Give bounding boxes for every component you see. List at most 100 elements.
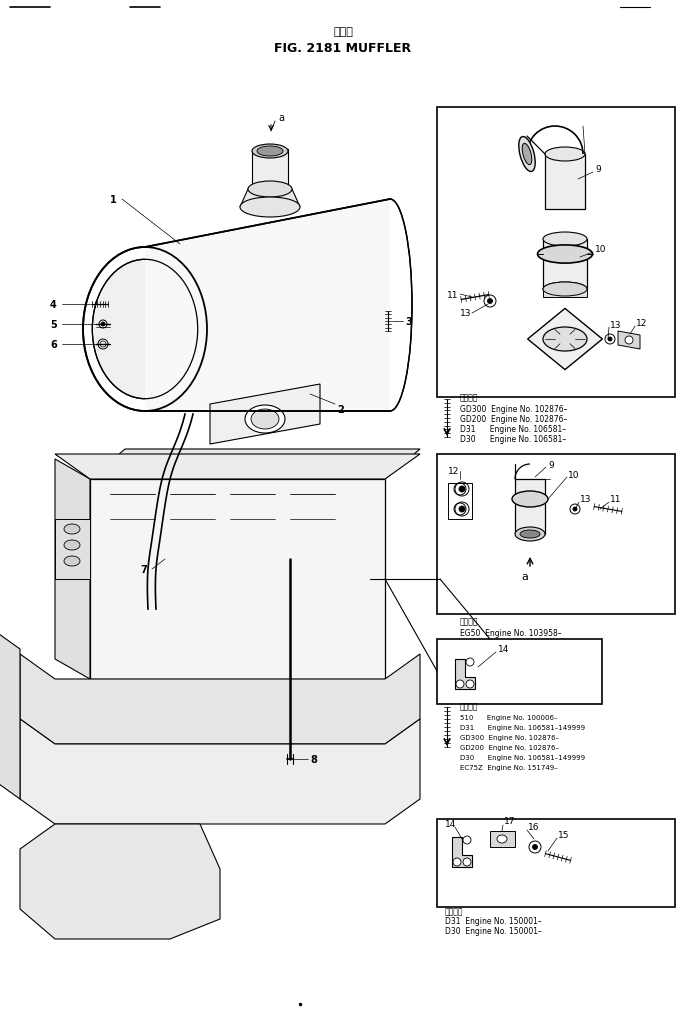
Polygon shape: [145, 200, 390, 412]
Text: EG50  Engine No. 103958–: EG50 Engine No. 103958–: [460, 628, 562, 637]
Polygon shape: [210, 384, 320, 444]
Ellipse shape: [64, 540, 80, 550]
Text: 適用号機: 適用号機: [460, 393, 479, 403]
Ellipse shape: [455, 502, 469, 517]
Text: 14: 14: [498, 645, 509, 654]
Ellipse shape: [497, 836, 507, 843]
Text: 適用号機: 適用号機: [445, 907, 464, 916]
Text: 4: 4: [50, 300, 57, 310]
Polygon shape: [490, 832, 515, 847]
Ellipse shape: [466, 681, 474, 688]
Ellipse shape: [459, 486, 465, 492]
Text: 14: 14: [445, 819, 456, 828]
Ellipse shape: [455, 483, 469, 496]
Bar: [252, 150, 288, 190]
Text: 13: 13: [580, 495, 592, 504]
Ellipse shape: [605, 334, 615, 344]
Text: D31  Engine No. 150001–: D31 Engine No. 150001–: [445, 917, 542, 925]
Text: GD200  Engine No. 102876–: GD200 Engine No. 102876–: [460, 744, 559, 750]
Text: GD300  Engine No. 102876–: GD300 Engine No. 102876–: [460, 735, 559, 740]
Ellipse shape: [92, 260, 198, 399]
Text: 11: 11: [610, 495, 622, 504]
Ellipse shape: [520, 531, 540, 538]
Bar: [543, 289, 587, 298]
Text: GD300  Engine No. 102876–: GD300 Engine No. 102876–: [460, 406, 567, 414]
Text: 1: 1: [110, 195, 117, 205]
Text: D30      Engine No. 106581–149999: D30 Engine No. 106581–149999: [460, 754, 585, 760]
Text: D31      Engine No. 106581–: D31 Engine No. 106581–: [460, 425, 566, 434]
Ellipse shape: [543, 232, 587, 247]
Ellipse shape: [466, 658, 474, 666]
Text: D30      Engine No. 106581–: D30 Engine No. 106581–: [460, 435, 566, 444]
Polygon shape: [55, 520, 90, 580]
Ellipse shape: [240, 198, 300, 218]
Ellipse shape: [543, 282, 587, 297]
Bar: [437, 108, 675, 397]
Ellipse shape: [545, 148, 585, 162]
Text: 5: 5: [50, 320, 57, 330]
Text: 適用号機: 適用号機: [460, 616, 479, 626]
Ellipse shape: [459, 506, 465, 513]
Ellipse shape: [456, 681, 464, 688]
Text: GD200  Engine No. 102876–: GD200 Engine No. 102876–: [460, 415, 567, 424]
Ellipse shape: [64, 556, 80, 567]
Text: 3: 3: [405, 317, 412, 327]
Ellipse shape: [515, 528, 545, 541]
Polygon shape: [240, 190, 300, 208]
Ellipse shape: [245, 406, 285, 433]
Text: 17: 17: [504, 816, 515, 825]
Text: 適用号機: 適用号機: [460, 702, 479, 711]
Text: D31      Engine No. 106581–149999: D31 Engine No. 106581–149999: [460, 725, 585, 731]
Ellipse shape: [101, 323, 105, 327]
Polygon shape: [0, 625, 20, 799]
Ellipse shape: [625, 336, 633, 344]
Ellipse shape: [64, 525, 80, 535]
Ellipse shape: [573, 507, 577, 512]
Ellipse shape: [453, 858, 461, 866]
Ellipse shape: [463, 837, 471, 844]
Ellipse shape: [463, 858, 471, 866]
Text: 8: 8: [310, 754, 317, 764]
Ellipse shape: [99, 321, 107, 329]
Polygon shape: [618, 331, 640, 350]
Bar: [437, 454, 675, 614]
Ellipse shape: [532, 845, 537, 850]
Text: 12: 12: [636, 319, 647, 328]
Polygon shape: [528, 309, 602, 370]
Ellipse shape: [543, 282, 587, 297]
Polygon shape: [90, 449, 420, 480]
Ellipse shape: [248, 181, 292, 198]
Polygon shape: [20, 654, 420, 744]
Text: FIG. 2181 MUFFLER: FIG. 2181 MUFFLER: [274, 42, 412, 54]
Ellipse shape: [537, 246, 592, 264]
Text: 9: 9: [548, 460, 554, 469]
Text: 6: 6: [50, 339, 57, 350]
Polygon shape: [55, 454, 420, 480]
Text: 7: 7: [140, 565, 147, 575]
Text: 10: 10: [595, 246, 607, 255]
Text: EC75Z  Engine No. 151749–: EC75Z Engine No. 151749–: [460, 764, 558, 770]
Ellipse shape: [257, 147, 283, 157]
Text: 15: 15: [558, 830, 570, 840]
Bar: [90, 480, 385, 680]
Bar: [515, 480, 545, 535]
Polygon shape: [55, 460, 90, 680]
Ellipse shape: [512, 491, 548, 507]
Text: 12: 12: [448, 467, 460, 476]
Bar: [437, 639, 602, 704]
Ellipse shape: [570, 504, 580, 515]
Text: 2: 2: [337, 405, 344, 415]
Text: 10: 10: [568, 470, 580, 479]
Text: 9: 9: [595, 165, 600, 174]
Bar: [543, 239, 587, 289]
Ellipse shape: [529, 841, 541, 853]
Ellipse shape: [543, 328, 587, 352]
Ellipse shape: [519, 138, 535, 172]
Text: 11: 11: [447, 290, 458, 300]
Text: 16: 16: [528, 822, 539, 832]
Ellipse shape: [83, 248, 207, 412]
Polygon shape: [455, 659, 475, 689]
Text: D30  Engine No. 150001–: D30 Engine No. 150001–: [445, 926, 542, 935]
Text: a: a: [521, 572, 528, 582]
Ellipse shape: [522, 144, 532, 165]
